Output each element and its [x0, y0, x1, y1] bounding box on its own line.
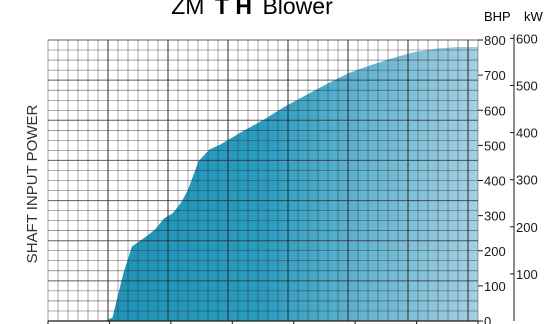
chart-title-prefix: ZM [171, 0, 204, 19]
y-tick-label: 600 [484, 103, 506, 118]
kw-tick-label: 500 [516, 78, 538, 93]
kw-tick-label: 300 [516, 173, 538, 188]
y-tick-label: 300 [484, 209, 506, 224]
y-tick-label: 200 [484, 244, 506, 259]
kw-tick-label: 200 [516, 220, 538, 235]
unit-bhp: BHP [484, 9, 511, 24]
y-tick-label: 800 [484, 33, 506, 48]
y-tick-label: 400 [484, 174, 506, 189]
y-tick-label: 700 [484, 68, 506, 83]
y-tick-label: 500 [484, 138, 506, 153]
y-tick-label: 100 [484, 279, 506, 294]
chart-title-bold: T H [215, 0, 252, 19]
kw-tick-label: 400 [516, 126, 538, 141]
y-tick-label: 0 [484, 314, 491, 324]
power-area [48, 47, 478, 321]
kw-tick-label: 600 [516, 31, 538, 46]
kw-tick-label: 100 [516, 267, 538, 282]
chart-title: ZM T H Blower [171, 0, 333, 19]
chart-title-suffix: Blower [262, 0, 333, 19]
y-axis-label: SHAFT INPUT POWER [24, 105, 41, 264]
unit-kw: kW [524, 9, 544, 24]
